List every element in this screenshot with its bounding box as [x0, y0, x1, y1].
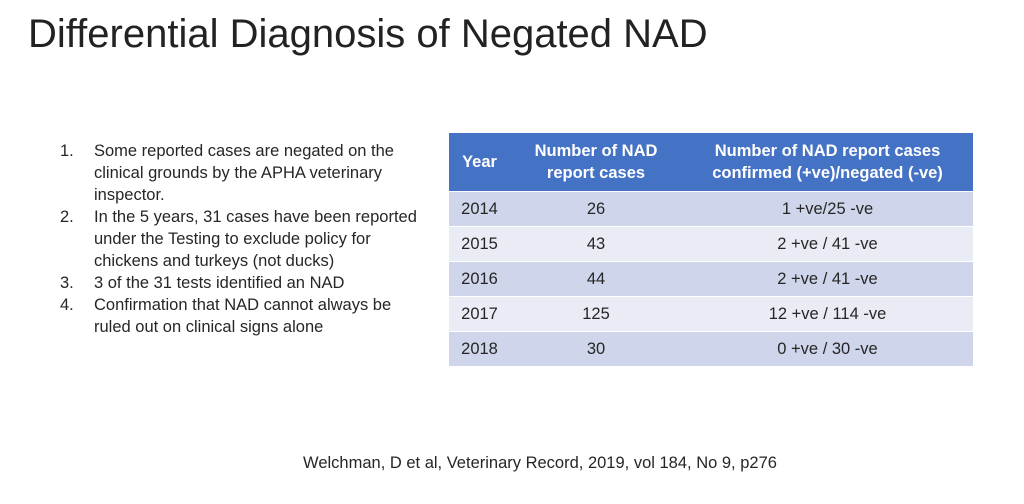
item-text: In the 5 years, 31 cases have been repor… [94, 208, 417, 270]
bullet-list: 1. Some reported cases are negated on the… [60, 140, 430, 338]
table-cell: 2014 [449, 191, 510, 227]
item-number: 4. [60, 296, 74, 314]
column-header: Number of NAD report cases confirmed (+v… [682, 133, 973, 192]
item-text: 3 of the 31 tests identified an NAD [94, 274, 345, 292]
table-row: 2018 30 0 +ve / 30 -ve [449, 331, 973, 366]
table-row: 2016 44 2 +ve / 41 -ve [449, 261, 973, 297]
table-cell: 0 +ve / 30 -ve [682, 331, 973, 366]
item-number: 2. [60, 208, 74, 226]
table-cell: 125 [510, 296, 682, 332]
table-cell: 12 +ve / 114 -ve [682, 296, 973, 332]
list-item: 2. In the 5 years, 31 cases have been rep… [60, 206, 430, 272]
item-number: 3. [60, 274, 74, 292]
table-row: 2017 125 12 +ve / 114 -ve [449, 296, 973, 332]
item-text: Some reported cases are negated on the c… [94, 142, 394, 204]
column-header: Number of NAD report cases [510, 133, 682, 192]
table-row: 2014 26 1 +ve/25 -ve [449, 191, 973, 227]
item-number: 1. [60, 142, 74, 160]
data-table: Year Number of NAD report cases Number of … [449, 133, 973, 366]
table-cell: 26 [510, 191, 682, 227]
header-row: Year Number of NAD report cases Number of … [449, 133, 973, 192]
column-header: Year [449, 133, 510, 192]
citation: Welchman, D et al, Veterinary Record, 20… [303, 454, 777, 472]
list-item: 3. 3 of the 31 tests identified an NAD [60, 272, 430, 294]
list-item: 1. Some reported cases are negated on the… [60, 140, 430, 206]
table-cell: 44 [510, 261, 682, 297]
table-row: 2015 43 2 +ve / 41 -ve [449, 226, 973, 262]
item-text: Confirmation that NAD cannot always be r… [94, 296, 392, 336]
table-cell: 2016 [449, 261, 510, 297]
table-cell: 2015 [449, 226, 510, 262]
table-cell: 2 +ve / 41 -ve [682, 261, 973, 297]
table-cell: 30 [510, 331, 682, 366]
table-cell: 43 [510, 226, 682, 262]
table-head: Year Number of NAD report cases Number of … [449, 133, 973, 192]
table-cell: 1 +ve/25 -ve [682, 191, 973, 227]
table-cell: 2018 [449, 331, 510, 366]
table-body: 2014 26 1 +ve/25 -ve 2015 43 2 +ve / 41 -ve 20… [449, 191, 973, 366]
list-item: 4. Confirmation that NAD cannot always be… [60, 294, 430, 338]
table-cell: 2 +ve / 41 -ve [682, 226, 973, 262]
table-cell: 2017 [449, 296, 510, 332]
slide-title: Differential Diagnosis of Negated NAD [28, 12, 708, 56]
